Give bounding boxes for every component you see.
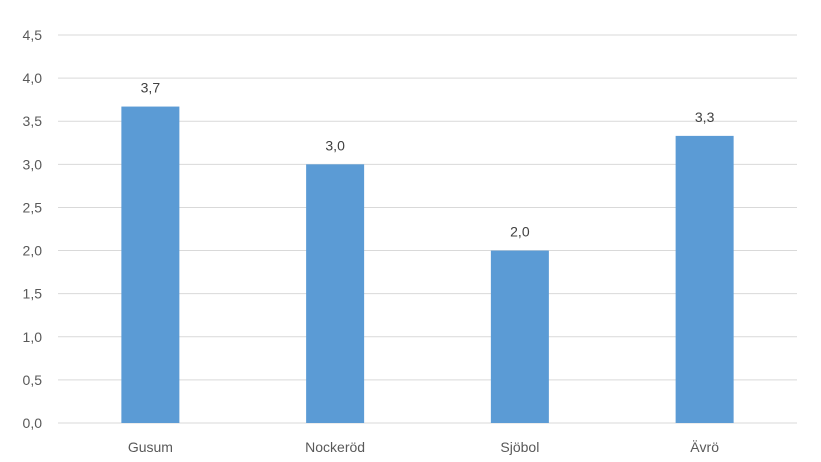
- data-label: 3,0: [325, 137, 345, 153]
- y-tick-label: 0,0: [23, 415, 43, 431]
- y-tick-label: 3,5: [23, 113, 43, 129]
- y-tick-label: 4,0: [23, 70, 43, 86]
- gridlines: [58, 34, 797, 424]
- bar: [306, 164, 365, 424]
- y-tick-label: 4,5: [23, 27, 43, 43]
- data-label: 2,0: [510, 224, 530, 240]
- x-category-label: Gusum: [128, 439, 173, 455]
- x-axis-categories: Gusum Nockeröd Sjöbol Ävrö: [128, 439, 719, 455]
- bars: [121, 106, 734, 424]
- data-labels: 3,7 3,0 2,0 3,3: [141, 80, 715, 240]
- y-tick-label: 2,0: [23, 243, 43, 259]
- y-tick-label: 1,0: [23, 329, 43, 345]
- y-tick-label: 1,5: [23, 286, 43, 302]
- y-tick-label: 0,5: [23, 372, 43, 388]
- data-label: 3,3: [695, 109, 715, 125]
- bar: [490, 250, 549, 423]
- bar: [675, 135, 734, 423]
- bar: [121, 106, 180, 423]
- x-category-label: Sjöbol: [500, 439, 539, 455]
- y-tick-label: 3,0: [23, 156, 43, 172]
- y-axis-ticks: 0,0 0,5 1,0 1,5 2,0 2,5 3,0 3,5 4,0 4,5: [23, 27, 43, 431]
- data-label: 3,7: [141, 80, 161, 96]
- x-category-label: Ävrö: [690, 439, 719, 455]
- y-tick-label: 2,5: [23, 199, 43, 215]
- x-category-label: Nockeröd: [305, 439, 365, 455]
